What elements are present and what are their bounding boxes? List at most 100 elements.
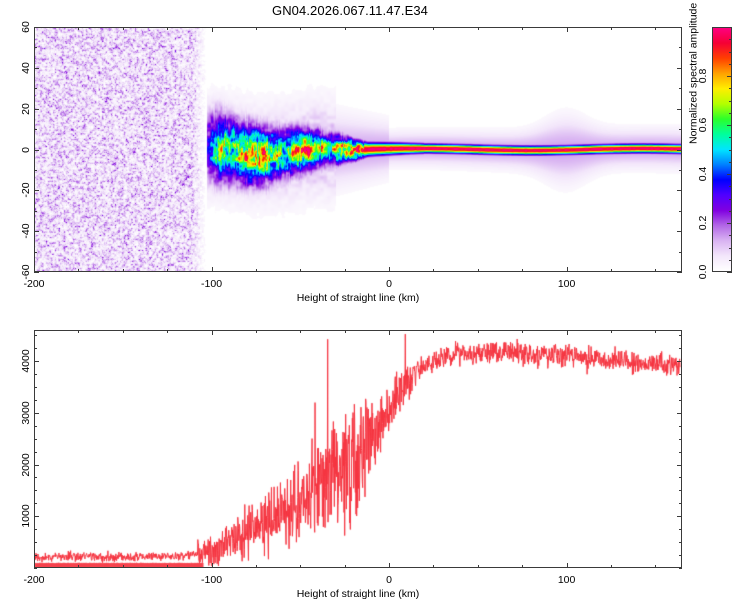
colorbar-tick [729, 259, 732, 261]
y-tick [34, 464, 39, 466]
spectrogram-x-axis-label: Height of straight line (km) [296, 292, 420, 304]
x-tick-label: 0 [386, 574, 392, 586]
y-tick [34, 348, 37, 350]
y-tick [677, 464, 682, 466]
x-tick-label: 100 [557, 278, 576, 290]
y-tick [679, 451, 682, 453]
x-tick [522, 27, 524, 30]
x-tick [655, 330, 657, 333]
x-tick [78, 565, 80, 568]
x-tick [167, 330, 169, 333]
colorbar-tick [729, 149, 732, 151]
x-tick [566, 330, 568, 335]
y-tick [34, 251, 37, 253]
colorbar-tick [727, 76, 732, 77]
x-tick-label: -100 [201, 574, 223, 586]
y-tick [677, 67, 682, 69]
x-tick [433, 269, 435, 272]
y-tick-label: 4000 [20, 349, 32, 373]
y-tick [677, 516, 682, 518]
y-tick [679, 503, 682, 505]
y-tick [34, 529, 37, 531]
x-tick [610, 27, 612, 30]
x-tick [610, 330, 612, 333]
y-tick [34, 361, 39, 363]
x-tick [389, 27, 391, 32]
y-tick [34, 108, 39, 110]
x-tick [610, 565, 612, 568]
x-tick [122, 330, 124, 333]
y-tick [679, 568, 682, 569]
y-tick [679, 373, 682, 375]
colorbar-tick [729, 210, 732, 212]
spectrogram-plot-area [34, 27, 682, 272]
y-tick [679, 399, 682, 401]
x-tick [167, 27, 169, 30]
x-tick [300, 565, 302, 568]
x-tick [34, 267, 35, 272]
y-tick [677, 108, 682, 110]
y-tick [679, 210, 682, 212]
x-tick [566, 563, 568, 568]
y-tick [34, 386, 37, 388]
colorbar-tick [727, 223, 732, 224]
y-tick [34, 88, 37, 90]
y-tick [679, 251, 682, 253]
x-tick-label: 100 [557, 574, 576, 586]
y-tick [34, 210, 37, 212]
y-tick [679, 529, 682, 531]
x-tick [255, 269, 257, 272]
y-tick-label: 3000 [20, 401, 32, 425]
y-tick [34, 542, 37, 544]
x-tick [34, 330, 35, 335]
x-tick [344, 269, 346, 272]
snr-plot-area [34, 330, 682, 568]
x-tick [211, 267, 213, 272]
x-tick [78, 27, 80, 30]
y-tick [34, 149, 39, 151]
y-tick [34, 451, 37, 453]
x-tick [477, 330, 479, 333]
y-tick [34, 555, 37, 557]
x-tick [522, 330, 524, 333]
x-tick [522, 565, 524, 568]
y-tick-label: 1000 [20, 504, 32, 528]
colorbar-tick [729, 247, 732, 249]
x-tick [610, 269, 612, 272]
x-tick [122, 565, 124, 568]
y-tick [679, 169, 682, 171]
x-tick [389, 563, 391, 568]
y-tick [34, 231, 39, 233]
x-tick-label: -100 [201, 278, 223, 290]
x-tick-label: -200 [23, 574, 45, 586]
y-tick [679, 386, 682, 388]
page-title: GN04.2026.067.11.47.E34 [271, 3, 428, 18]
y-tick [34, 425, 37, 427]
y-tick [679, 555, 682, 557]
x-tick [211, 563, 213, 568]
x-tick [300, 269, 302, 272]
spectrogram-image [35, 28, 681, 271]
y-tick [34, 503, 37, 505]
y-tick [34, 477, 37, 479]
x-tick [477, 269, 479, 272]
colorbar-tick [729, 100, 732, 102]
x-tick [34, 563, 35, 568]
x-tick [78, 269, 80, 272]
x-tick [566, 27, 568, 32]
snr-trace [35, 331, 681, 567]
y-tick [34, 373, 37, 375]
colorbar-tick [729, 27, 732, 28]
y-tick [34, 399, 37, 401]
x-tick [655, 565, 657, 568]
x-tick [34, 27, 35, 32]
x-tick [344, 330, 346, 333]
x-tick [300, 27, 302, 30]
colorbar-tick [729, 137, 732, 139]
y-tick [34, 47, 37, 49]
colorbar-tick [729, 198, 732, 200]
y-tick [34, 568, 37, 569]
